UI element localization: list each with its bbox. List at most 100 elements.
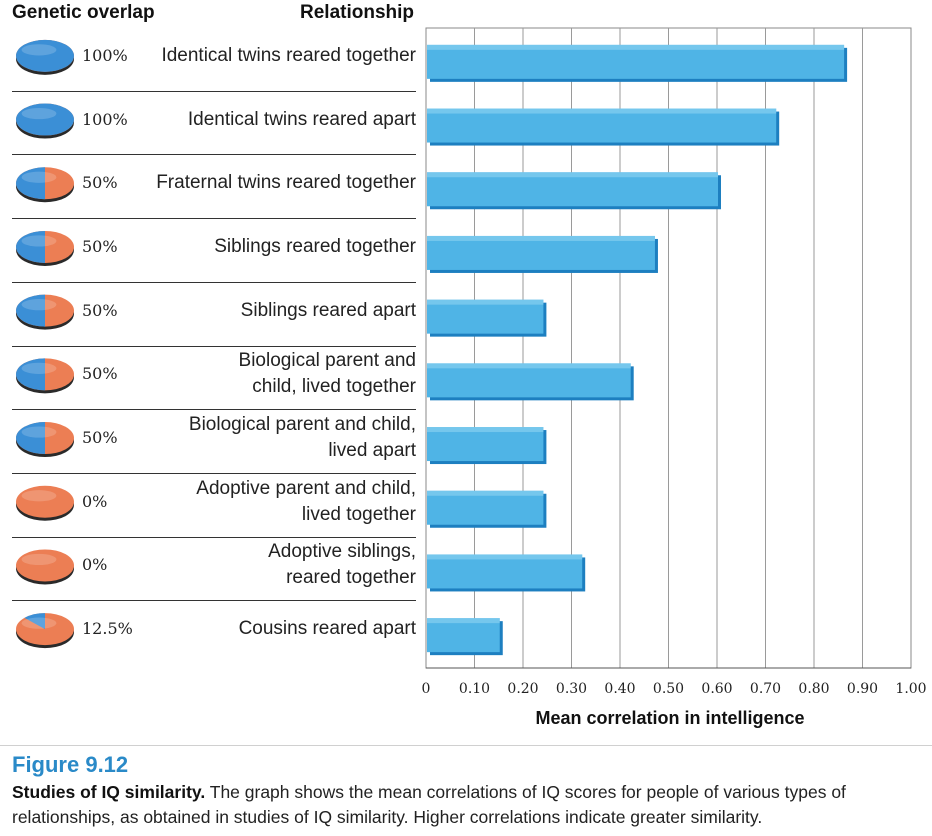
bar-highlight (427, 108, 777, 114)
relationship-label: Fraternal twins reared together (106, 170, 416, 196)
pie-overlap-slice (15, 230, 45, 263)
relationship-label: Cousins reared apart (106, 616, 416, 642)
x-tick-label: 0.20 (507, 681, 539, 697)
relationship-label: Biological parent and child, lived apart (106, 412, 416, 464)
bar (427, 299, 544, 334)
pie-highlight (21, 426, 57, 438)
genetic-overlap-value: 50% (82, 236, 118, 256)
figure-number: Figure 9.12 (12, 752, 129, 777)
row-divider (12, 281, 416, 283)
pie-highlight (21, 617, 57, 629)
caption-title: Studies of IQ similarity. (12, 782, 206, 802)
pie-highlight (21, 107, 57, 120)
pie-overlap-slice (16, 39, 74, 72)
pie-highlight (21, 362, 57, 374)
bar (427, 554, 583, 589)
pie-overlap-slice (15, 294, 45, 327)
row-divider (12, 154, 416, 156)
bar (427, 172, 718, 207)
relationship-label-line: Siblings reared apart (240, 299, 416, 321)
x-tick-label: 0.10 (458, 681, 491, 697)
bar-chart (15, 27, 912, 669)
bar-highlight (427, 44, 845, 50)
x-tick-label: 0.80 (798, 681, 830, 697)
relationship-label-line: lived apart (328, 440, 416, 462)
pie-overlap-slice (16, 103, 74, 136)
pie-highlight (21, 490, 57, 502)
bar-highlight (427, 427, 544, 433)
genetic-overlap-header: Genetic overlap (12, 2, 155, 23)
pie-base (16, 549, 74, 582)
pie-overlap-slice (15, 422, 45, 455)
pie-overlap-slice (24, 613, 45, 630)
x-tick-label: 0.40 (604, 681, 636, 697)
pie-highlight (21, 299, 57, 311)
genetic-overlap-value: 50% (82, 300, 118, 320)
pie-base (16, 485, 74, 518)
row-divider (12, 472, 416, 474)
bar (427, 618, 500, 653)
x-tick-label: 0.60 (701, 681, 733, 697)
relationship-label: Identical twins reared together (106, 43, 416, 69)
relationship-label-line: lived together (301, 503, 416, 525)
relationship-header: Relationship (300, 2, 415, 23)
x-tick-label: 0.90 (846, 681, 879, 697)
pie-highlight (21, 235, 57, 247)
bar (427, 235, 655, 270)
caption-text: The graph shows the mean correlations of… (12, 782, 846, 827)
figure-caption: Studies of IQ similarity. The graph show… (12, 780, 927, 830)
pie-overlap-slice (15, 358, 45, 391)
relationship-label-line: Biological parent and child, (188, 414, 416, 436)
bar-highlight (427, 618, 500, 624)
x-tick-label: 1.00 (895, 681, 927, 697)
bar-highlight (427, 490, 544, 496)
relationship-label-line: Adoptive siblings, (268, 541, 416, 563)
bar (427, 108, 777, 143)
genetic-overlap-value: 50% (82, 173, 118, 193)
x-tick-label: 0.50 (652, 681, 685, 697)
relationship-label: Adoptive siblings, reared together (106, 539, 416, 591)
bar-highlight (427, 554, 583, 560)
relationship-label-line: Biological parent and (238, 350, 416, 372)
row-divider (12, 90, 416, 92)
x-tick-label: 0.70 (749, 681, 782, 697)
relationship-label: Siblings reared together (106, 234, 416, 260)
relationship-label-line: Adoptive parent and child, (196, 477, 416, 499)
caption-divider (0, 745, 932, 746)
relationship-label-line: Fraternal twins reared together (156, 172, 416, 194)
genetic-overlap-value: 50% (82, 364, 118, 384)
row-divider (12, 345, 416, 347)
bar (427, 427, 544, 462)
relationship-label: Siblings reared apart (106, 298, 416, 324)
genetic-overlap-value: 100% (82, 45, 128, 65)
relationship-label-line: Siblings reared together (214, 235, 416, 257)
row-divider (12, 600, 416, 602)
relationship-label-line: Identical twins reared apart (187, 108, 416, 130)
bar-highlight (427, 235, 655, 241)
bar (427, 363, 631, 398)
genetic-overlap-value: 50% (82, 428, 118, 448)
relationship-label-line: Identical twins reared together (161, 44, 416, 66)
genetic-overlap-value: 12.5% (82, 619, 133, 639)
relationship-label: Biological parent and child, lived togeth… (106, 348, 416, 400)
bar-highlight (427, 299, 544, 305)
x-tick-label: 0 (421, 681, 431, 697)
row-divider (12, 536, 416, 538)
row-divider (12, 409, 416, 411)
bar-highlight (427, 172, 718, 178)
pie-overlap-slice (15, 167, 45, 200)
relationship-label: Adoptive parent and child, lived together (106, 476, 416, 528)
relationship-label-line: Cousins reared apart (238, 618, 416, 640)
relationship-label: Identical twins reared apart (106, 107, 416, 133)
row-divider (12, 218, 416, 220)
genetic-overlap-value: 100% (82, 109, 128, 129)
x-tick-label: 0.30 (555, 681, 588, 697)
relationship-label-line: reared together (286, 567, 416, 589)
pie-highlight (21, 553, 57, 566)
genetic-overlap-value: 0% (82, 491, 108, 511)
pie-highlight (21, 44, 57, 56)
bar-highlight (427, 363, 631, 369)
bar (427, 490, 544, 525)
x-axis-label: Mean correlation in intelligence (535, 708, 805, 728)
